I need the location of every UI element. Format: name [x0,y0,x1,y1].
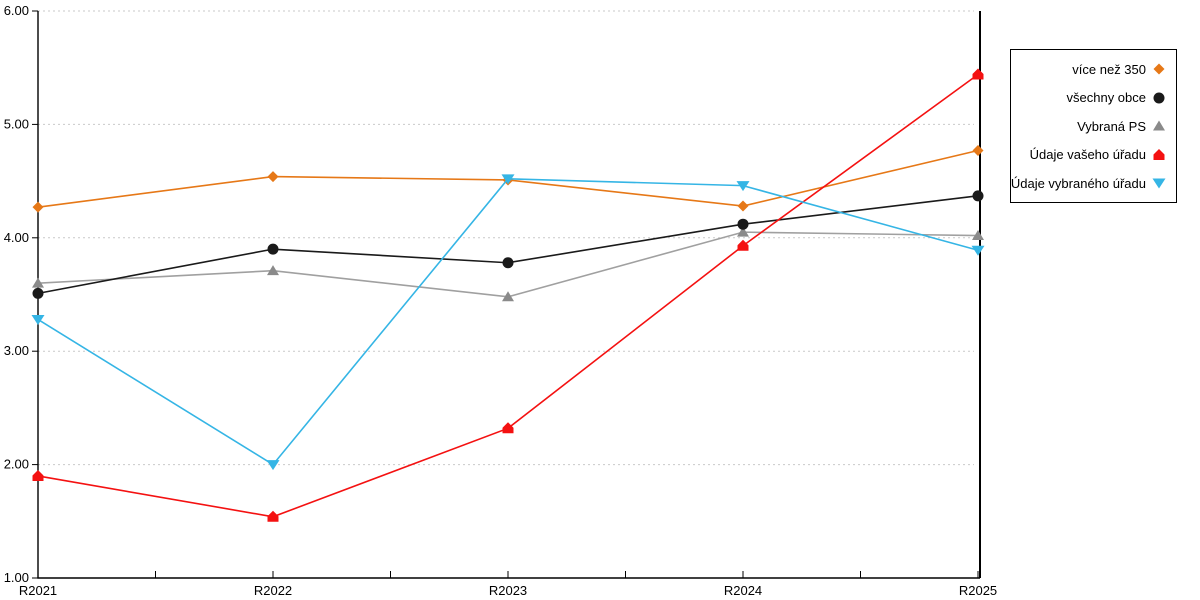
marker-diamond [737,200,749,212]
legend-label: Vybraná PS [1077,118,1146,134]
marker-triangle-up [1153,120,1165,131]
marker-triangle-up [32,277,44,288]
marker-circle [737,218,749,230]
marker-triangle-up [502,291,514,302]
x-tick-label: R2021 [19,583,57,598]
x-tick-label: R2025 [959,583,997,598]
marker-triangle-up [737,226,749,237]
marker-house [972,68,984,80]
legend-item-vsechny-obce: všechny obce [1017,88,1166,108]
x-tick-label: R2024 [724,583,762,598]
legend-item-vice-nez-350: více než 350 [1017,59,1166,79]
y-tick-label: 6.00 [4,3,29,18]
legend-label: Údaje vašeho úřadu [1029,147,1146,162]
marker-triangle-down [1152,178,1166,189]
series-line-1 [37,195,979,295]
marker-triangle-down [266,460,280,471]
marker-circle [267,243,279,255]
marker-triangle-down [501,174,515,185]
legend-item-vybrana-ps: Vybraná PS [1017,116,1166,136]
y-tick-label: 3.00 [4,343,29,358]
marker-diamond [267,171,279,183]
legend: více než 350 všechny obce Vybraná PS Úda… [1010,49,1177,203]
marker-house [267,510,279,522]
marker-house [1153,148,1165,160]
marker-diamond [972,144,984,156]
legend-item-udaje-vybraneho-uradu: Údaje vybraného úřadu [1011,173,1166,193]
legend-label: všechny obce [1066,90,1147,105]
legend-marker-house-icon [1152,148,1166,162]
x-tick-label: R2022 [254,583,292,598]
legend-marker-triangle-up-icon [1152,119,1166,133]
legend-marker-circle-icon [1152,91,1166,105]
y-tick-label: 1.00 [4,570,29,585]
marker-house [502,422,514,434]
marker-diamond [32,201,44,213]
legend-label: Údaje vybraného úřadu [1010,175,1146,191]
marker-triangle-down [736,181,750,192]
marker-circle [502,257,514,269]
marker-diamond [1153,63,1165,75]
marker-triangle-up [972,230,984,241]
marker-house [737,239,749,251]
y-tick-label: 2.00 [4,457,29,472]
x-tick-label: R2023 [489,583,527,598]
marker-triangle-down [31,314,45,325]
series-line-4 [37,178,979,466]
legend-label: více než 350 [1072,61,1146,77]
marker-circle [972,190,984,202]
marker-house [32,469,44,481]
y-tick-label: 5.00 [4,116,29,131]
y-tick-label: 4.00 [4,230,29,245]
marker-circle [1153,92,1165,103]
marker-triangle-down [971,245,985,256]
legend-marker-triangle-down-icon [1152,176,1166,190]
legend-marker-diamond-icon [1152,62,1166,76]
marker-triangle-up [267,265,279,276]
marker-circle [32,287,44,299]
legend-item-udaje-vaseho-uradu: Údaje vašeho úřadu [1017,145,1166,165]
